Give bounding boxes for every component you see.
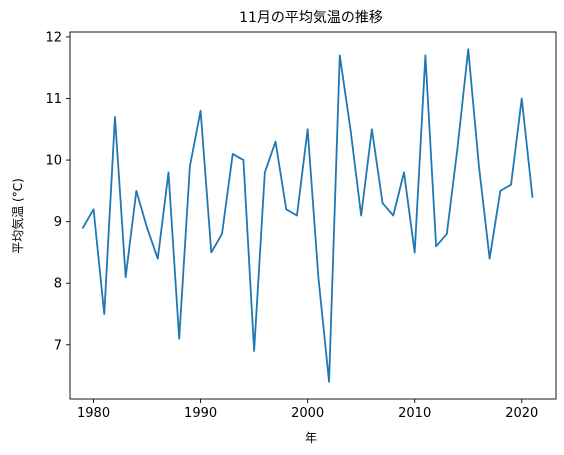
x-tick-label: 2010	[398, 406, 431, 421]
x-axis-label: 年	[305, 431, 317, 445]
x-tick-label: 2020	[505, 406, 538, 421]
y-tick-label: 7	[54, 338, 62, 353]
series-line	[81, 48, 534, 383]
y-tick-label: 10	[45, 154, 62, 169]
x-tick-label: 1980	[77, 406, 110, 421]
y-tick-label: 8	[54, 277, 62, 292]
y-tick-label: 11	[45, 92, 62, 107]
chart-title: 11月の平均気温の推移	[239, 10, 383, 26]
y-axis: 7 8 9 10 11 12	[45, 30, 70, 353]
y-tick-label: 12	[45, 30, 62, 45]
x-tick-label: 1990	[184, 406, 217, 421]
y-axis-label: 平均気温 (°C)	[10, 178, 25, 254]
y-tick-label: 9	[54, 215, 62, 230]
x-tick-label: 2000	[291, 406, 324, 421]
x-axis: 1980 1990 2000 2010 2020	[77, 399, 538, 421]
axes-frame	[69, 31, 557, 400]
